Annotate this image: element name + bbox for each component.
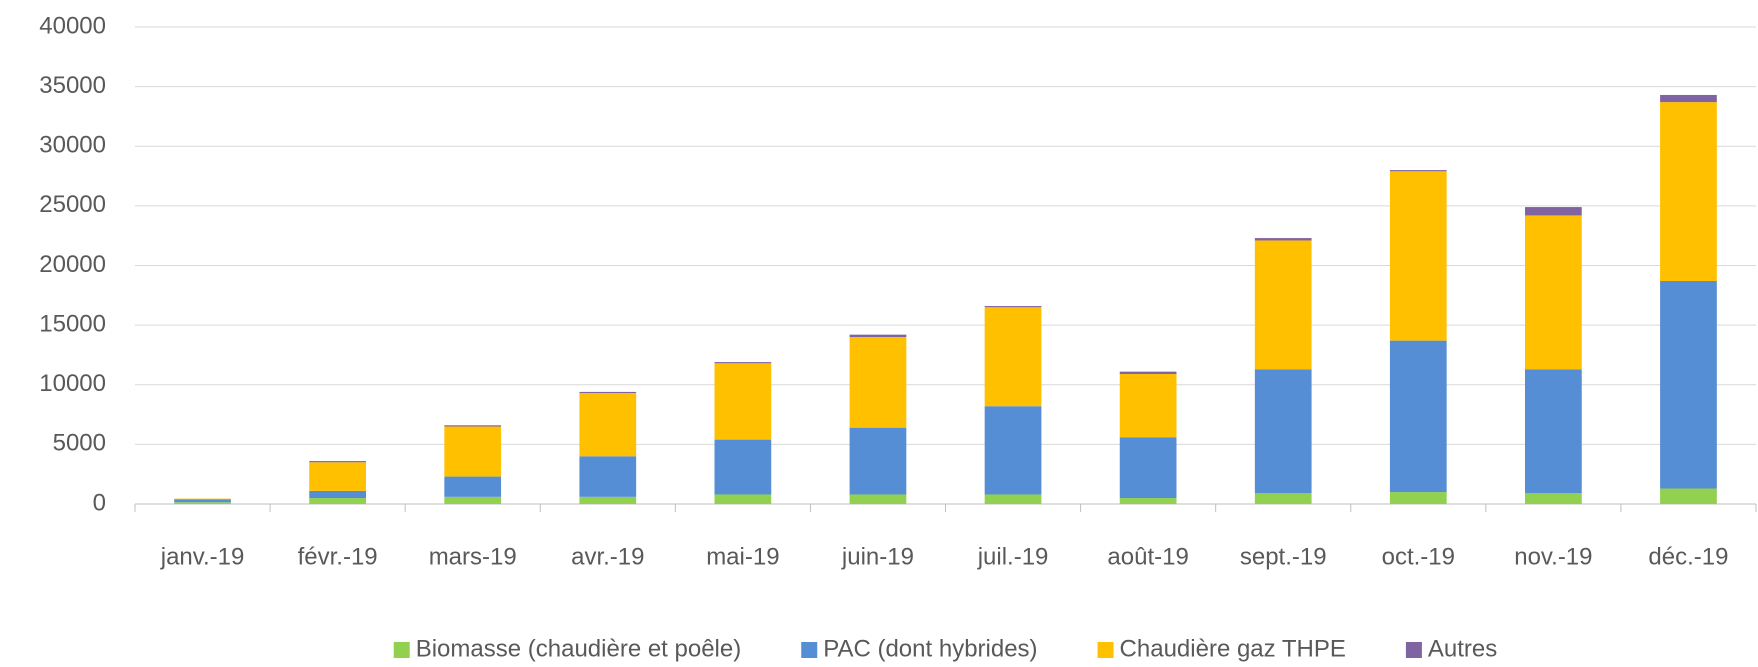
bar-segment — [1389, 340, 1447, 493]
y-tick-label: 15000 — [39, 310, 106, 337]
bar-segment — [984, 406, 1042, 495]
bar-segment — [1254, 240, 1312, 370]
bar-segment — [174, 502, 231, 504]
bar-segment — [444, 496, 502, 504]
x-tick-label: sept.-19 — [1240, 543, 1327, 570]
bar-segment — [579, 393, 637, 457]
x-tick-label: juin-19 — [841, 543, 914, 570]
bar-segment — [1660, 488, 1717, 504]
legend-label: Biomasse (chaudière et poêle) — [416, 635, 742, 662]
y-tick-label: 10000 — [39, 370, 106, 397]
bar-segment — [444, 425, 502, 427]
legend-label: Autres — [1428, 635, 1497, 662]
bar-segment — [1525, 215, 1582, 370]
bar-segment — [984, 494, 1042, 504]
x-tick-label: mars-19 — [429, 543, 517, 570]
y-tick-label: 0 — [93, 489, 106, 516]
y-tick-label: 30000 — [39, 132, 106, 159]
bar-segment — [1389, 492, 1447, 504]
bar-segment — [1119, 498, 1177, 504]
x-tick-label: janv.-19 — [160, 543, 245, 570]
legend-swatch — [1405, 642, 1422, 658]
bar-segment — [849, 494, 907, 504]
y-tick-label: 5000 — [53, 430, 106, 457]
bar-segment — [579, 496, 637, 504]
y-tick-label: 35000 — [39, 72, 106, 99]
bar-segment — [1119, 371, 1177, 375]
bar-segment — [1525, 493, 1582, 504]
bar-segment — [714, 362, 772, 364]
y-tick-label: 20000 — [39, 251, 106, 278]
legend-label: Chaudière gaz THPE — [1120, 635, 1346, 662]
legend-swatch — [1097, 642, 1114, 658]
bar-segment — [309, 462, 366, 491]
bar-segment — [579, 391, 637, 394]
bar-segment — [1254, 369, 1312, 494]
bar-segment — [1660, 94, 1717, 103]
x-tick-label: déc.-19 — [1648, 543, 1728, 570]
bar-segment — [1525, 369, 1582, 494]
legend: Biomasse (chaudière et poêle) PAC (dont h… — [393, 635, 1497, 662]
bar-segment — [1119, 374, 1177, 438]
legend-label: PAC (dont hybrides) — [823, 635, 1037, 662]
bar-segment — [984, 307, 1042, 407]
y-tick-label: 25000 — [39, 191, 106, 218]
bar-segment — [309, 490, 366, 499]
bar-segment — [174, 499, 231, 503]
x-tick-label: juil.-19 — [977, 543, 1049, 570]
bar-segment — [1660, 102, 1717, 282]
bar-segment — [1119, 437, 1177, 499]
x-tick-label: août-19 — [1107, 543, 1188, 570]
y-tick-label: 40000 — [39, 12, 106, 39]
bar-segment — [714, 494, 772, 504]
bar-segment — [309, 461, 366, 463]
bar-segment — [849, 337, 907, 428]
legend-swatch — [393, 642, 410, 658]
bar-segment — [849, 334, 907, 338]
bar-segment — [984, 306, 1042, 308]
bar-segment — [309, 498, 366, 504]
bar-segment — [444, 426, 502, 477]
bar-segment — [714, 439, 772, 495]
bar-segment — [1389, 170, 1447, 172]
x-tick-label: févr.-19 — [298, 543, 378, 570]
x-tick-label: mai-19 — [706, 543, 779, 570]
bar-segment — [444, 476, 502, 497]
legend-swatch — [801, 642, 818, 658]
bar-segment — [1389, 171, 1447, 341]
x-tick-label: oct.-19 — [1382, 543, 1455, 570]
bar-segment — [174, 498, 231, 500]
x-tick-label: avr.-19 — [571, 543, 644, 570]
x-tick-label: nov.-19 — [1514, 543, 1592, 570]
bar-segment — [1525, 207, 1582, 216]
bar-segment — [1254, 238, 1312, 241]
bar-segment — [579, 456, 637, 497]
bar-segment — [1660, 281, 1717, 489]
bar-segment — [849, 427, 907, 495]
bar-segment — [1254, 493, 1312, 504]
bar-segment — [714, 363, 772, 440]
